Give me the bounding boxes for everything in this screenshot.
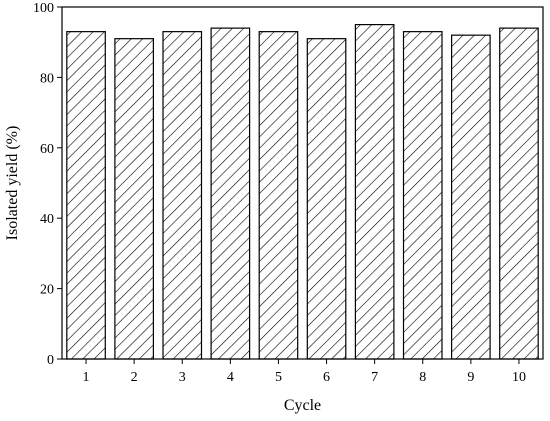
bar-10 <box>499 27 539 360</box>
x-tick-label: 4 <box>227 370 234 385</box>
bar-9 <box>451 34 491 360</box>
y-tick-label: 100 <box>33 1 54 16</box>
y-axis: 0 20 40 60 80 100 <box>33 1 62 368</box>
y-axis-label: Isolated yield (%) <box>4 126 21 241</box>
y-tick-label: 60 <box>40 142 54 157</box>
x-tick-label: 10 <box>512 370 526 385</box>
x-axis-label: Cycle <box>284 397 321 414</box>
bar-7 <box>354 24 395 360</box>
bar-1 <box>66 31 106 360</box>
x-tick-label: 5 <box>275 370 282 385</box>
bar-6 <box>306 38 347 360</box>
bar-3 <box>162 31 203 360</box>
bar-8 <box>402 31 443 360</box>
y-tick-label: 80 <box>40 71 54 86</box>
x-tick-label: 3 <box>179 370 186 385</box>
bar-4 <box>210 27 251 360</box>
plot-frame <box>61 6 544 360</box>
x-tick-label: 1 <box>83 370 90 385</box>
y-tick-label: 40 <box>40 212 54 227</box>
x-tick-label: 7 <box>371 370 378 385</box>
y-tick-label: 20 <box>40 283 54 298</box>
y-tick-label: 0 <box>47 353 54 368</box>
bar-5 <box>258 31 299 360</box>
bars-group <box>66 24 539 360</box>
x-tick-label: 8 <box>419 370 426 385</box>
bar-2 <box>114 38 154 360</box>
x-tick-label: 9 <box>467 370 474 385</box>
x-tick-label: 2 <box>131 370 138 385</box>
x-axis: 1 2 3 4 5 6 7 8 9 10 <box>83 359 526 385</box>
x-tick-label: 6 <box>323 370 330 385</box>
